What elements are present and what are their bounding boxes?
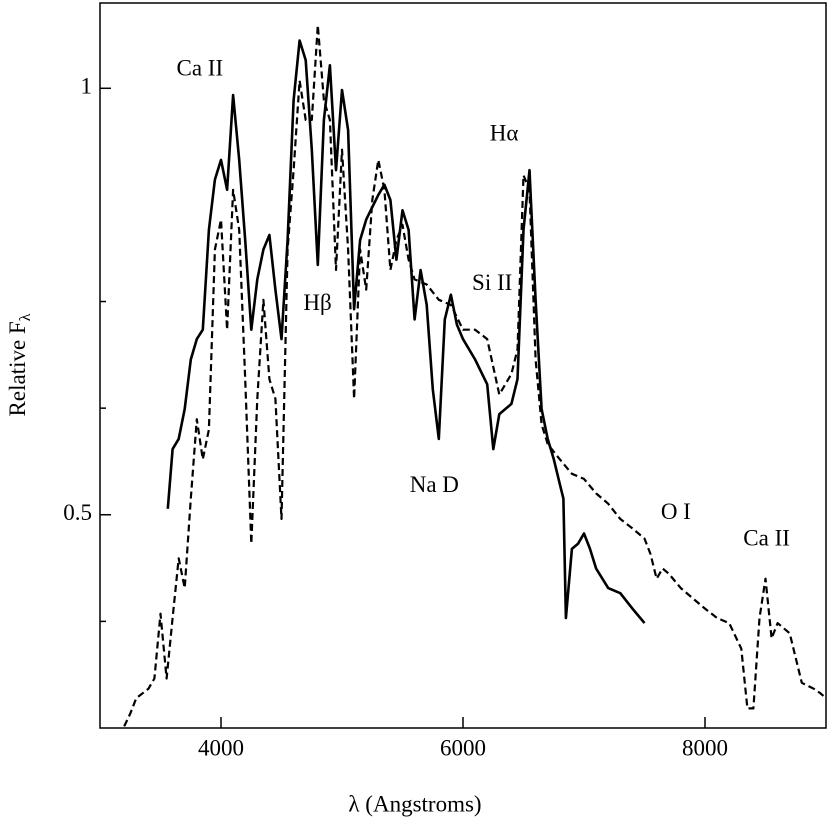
plot-frame — [99, 2, 827, 729]
y-tick-label: 1 — [81, 74, 93, 99]
y-axis-label-subscript: λ — [17, 313, 34, 321]
x-tick-label: 8000 — [682, 735, 728, 760]
annotation: O I — [661, 499, 691, 524]
annotation: Hβ — [303, 290, 331, 315]
x-axis-label: λ (Angstroms) — [348, 791, 481, 816]
x-tick-label: 4000 — [198, 735, 244, 760]
annotation: Si II — [472, 270, 512, 295]
x-tick-label: 6000 — [440, 735, 486, 760]
y-axis-label-text: Relative F — [5, 321, 30, 416]
spectrum-line — [166, 39, 646, 624]
annotation: Ca II — [743, 526, 790, 551]
y-tick-label: 0.5 — [63, 500, 92, 525]
spectrum-line — [123, 24, 826, 727]
y-axis-label: Relative Fλ — [5, 313, 33, 416]
annotation: Ca II — [177, 56, 224, 81]
annotation: Hα — [490, 120, 519, 145]
annotation: Na D — [410, 472, 459, 497]
